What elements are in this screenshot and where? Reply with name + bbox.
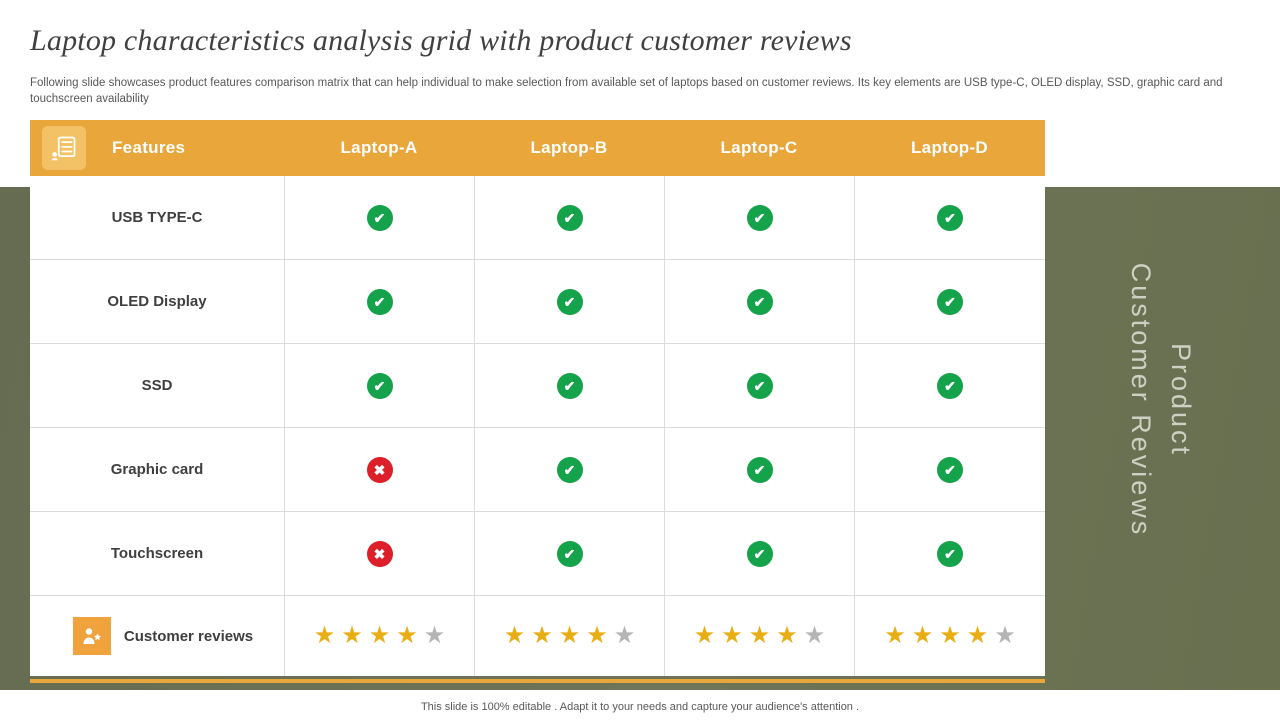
side-vertical-text-customer-reviews: Customer Reviews [1126, 262, 1156, 538]
feature-label: SSD [141, 377, 173, 394]
star-filled-icon: ★ [939, 622, 961, 649]
rating-cell: ★ ★ ★ ★ ★ [854, 596, 1045, 676]
feature-value-cell: ✔ [284, 344, 474, 427]
star-filled-icon: ★ [586, 622, 608, 649]
features-header-cell: Features [30, 126, 284, 170]
check-icon: ✔ [746, 204, 773, 231]
feature-value-cell: ✔ [854, 176, 1045, 259]
feature-value-cell: ✔ [474, 428, 664, 511]
check-icon: ✔ [937, 372, 963, 399]
table-row: Touchscreen ✖ ✔ ✔ ✔ [30, 512, 1045, 596]
feature-value-cell: ✔ [664, 176, 854, 259]
check-icon: ✔ [556, 372, 583, 399]
star-filled-icon: ★ [558, 622, 581, 649]
check-icon: ✔ [366, 204, 393, 231]
features-header-label: Features [112, 138, 186, 157]
star-filled-icon: ★ [313, 622, 336, 649]
star-filled-icon: ★ [341, 622, 363, 649]
column-header-laptop-c: Laptop-C [720, 138, 798, 157]
customer-reviews-row: Customer reviews ★ ★ ★ ★ ★ ★ ★ ★ ★ ★ ★ ★ ★ ★ ★ ★ ★ ★ ★ ★ [30, 596, 1045, 676]
reviewer-icon [72, 617, 111, 655]
table-header-row: Features Laptop-A Laptop-B Laptop-C Lapt… [30, 120, 1045, 176]
column-header-laptop-a: Laptop-A [340, 138, 418, 157]
cross-icon: ✖ [366, 456, 393, 483]
comparison-table: Features Laptop-A Laptop-B Laptop-C Lapt… [30, 120, 1045, 676]
feature-value-cell: ✔ [474, 512, 664, 595]
star-filled-icon: ★ [396, 622, 418, 649]
check-icon: ✔ [937, 540, 963, 567]
table-underline [30, 679, 1045, 683]
star-filled-icon: ★ [911, 622, 934, 649]
check-icon: ✔ [556, 456, 583, 483]
star-empty-icon: ★ [423, 622, 446, 649]
table-body: USB TYPE-C ✔ ✔ ✔ ✔ OLED Display ✔ ✔ ✔ ✔ SSD ✔ ✔ ✔ ✔ Gra… [30, 176, 1045, 596]
star-empty-icon: ★ [994, 622, 1016, 649]
check-icon: ✔ [556, 288, 583, 315]
star-empty-icon: ★ [803, 622, 826, 649]
feature-value-cell: ✔ [854, 344, 1045, 427]
feature-value-cell: ✔ [854, 428, 1045, 511]
check-icon: ✔ [746, 288, 773, 315]
page-title: Laptop characteristics analysis grid wit… [30, 24, 852, 57]
check-icon: ✔ [746, 372, 773, 399]
check-icon: ✔ [937, 456, 963, 483]
star-filled-icon: ★ [884, 622, 906, 649]
check-icon: ✔ [556, 540, 583, 567]
feature-value-cell: ✔ [284, 176, 474, 259]
check-icon: ✔ [746, 456, 773, 483]
table-row: Graphic card ✖ ✔ ✔ ✔ [30, 428, 1045, 512]
footer-note: This slide is 100% editable . Adapt it t… [420, 701, 860, 713]
check-icon: ✔ [746, 540, 773, 567]
cross-icon: ✖ [366, 540, 393, 567]
checklist-icon [42, 126, 86, 170]
check-icon: ✔ [366, 372, 393, 399]
rating-cell: ★ ★ ★ ★ ★ [284, 596, 474, 676]
feature-label: Touchscreen [110, 545, 204, 562]
feature-value-cell: ✔ [284, 260, 474, 343]
column-header-laptop-b: Laptop-B [530, 138, 608, 157]
customer-reviews-label-cell: Customer reviews [30, 596, 284, 676]
feature-value-cell: ✔ [664, 344, 854, 427]
check-icon: ✔ [366, 288, 393, 315]
rating-cell: ★ ★ ★ ★ ★ [474, 596, 664, 676]
feature-value-cell: ✖ [284, 428, 474, 511]
feature-value-cell: ✔ [474, 260, 664, 343]
feature-value-cell: ✔ [854, 260, 1045, 343]
star-filled-icon: ★ [531, 622, 553, 649]
check-icon: ✔ [556, 204, 583, 231]
side-vertical-text-product: Product [1166, 342, 1196, 458]
feature-label: OLED Display [107, 293, 207, 310]
feature-label: USB TYPE-C [111, 209, 203, 226]
check-icon: ✔ [937, 288, 963, 315]
slide-subtitle: Following slide showcases product featur… [30, 77, 1223, 106]
star-filled-icon: ★ [693, 622, 716, 649]
star-filled-icon: ★ [721, 622, 743, 649]
star-filled-icon: ★ [368, 622, 391, 649]
feature-value-cell: ✔ [474, 344, 664, 427]
feature-value-cell: ✔ [664, 260, 854, 343]
column-header-laptop-d: Laptop-D [911, 138, 988, 157]
table-row: SSD ✔ ✔ ✔ ✔ [30, 344, 1045, 428]
feature-label: Graphic card [110, 461, 204, 478]
star-filled-icon: ★ [776, 622, 798, 649]
star-filled-icon: ★ [503, 622, 526, 649]
star-empty-icon: ★ [613, 622, 636, 649]
check-icon: ✔ [937, 204, 963, 231]
rating-cell: ★ ★ ★ ★ ★ [664, 596, 854, 676]
feature-value-cell: ✔ [664, 428, 854, 511]
feature-value-cell: ✔ [664, 512, 854, 595]
star-filled-icon: ★ [748, 622, 771, 649]
feature-value-cell: ✔ [474, 176, 664, 259]
table-row: USB TYPE-C ✔ ✔ ✔ ✔ [30, 176, 1045, 260]
feature-value-cell: ✖ [284, 512, 474, 595]
customer-reviews-label: Customer reviews [123, 627, 254, 645]
feature-value-cell: ✔ [854, 512, 1045, 595]
star-filled-icon: ★ [966, 622, 989, 649]
table-row: OLED Display ✔ ✔ ✔ ✔ [30, 260, 1045, 344]
